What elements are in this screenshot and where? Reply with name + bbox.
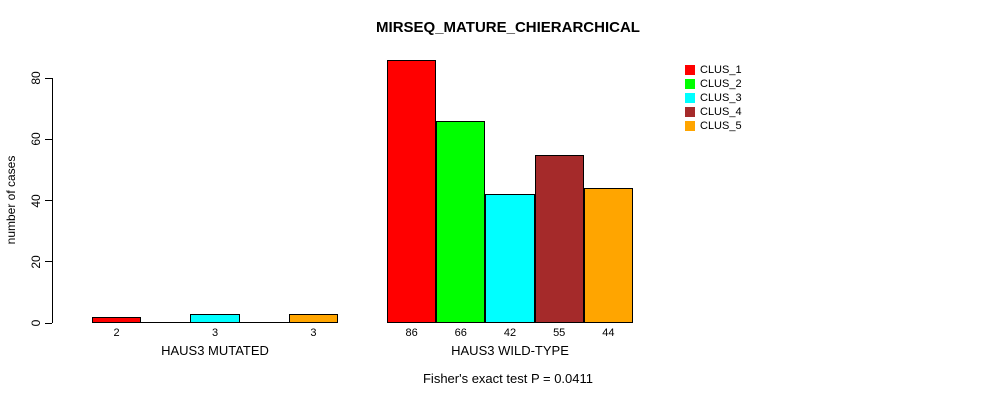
zero-bar-clus_4-group1 [239,322,289,323]
bar-clus_3-group2 [485,194,535,323]
fisher-test-annotation: Fisher's exact test P = 0.0411 [422,371,593,386]
bar-clus_5-group1 [288,313,338,323]
legend-label: CLUS_3 [700,91,742,104]
legend-swatch-clus_5 [685,121,695,131]
legend-label: CLUS_5 [700,119,742,132]
bar-value-label: 55 [553,327,566,339]
y-tick-label-40: 40 [29,193,43,208]
legend-swatch-clus_1 [685,65,695,75]
bar-clus_5-group2 [583,188,633,323]
legend-label: CLUS_2 [700,77,742,90]
bar-clus_2-group2 [436,120,486,323]
y-tick-40 [45,200,52,201]
bar-clus_1-group1 [92,316,142,323]
legend-label: CLUS_4 [700,105,742,118]
bar-value-label: 3 [310,327,317,339]
y-axis-line [52,78,53,323]
bar-clus_4-group2 [534,154,584,323]
legend: CLUS_1 CLUS_2 CLUS_3 CLUS_4 CLUS_5 [685,63,742,133]
y-tick-60 [45,138,52,140]
y-tick-20 [45,261,52,263]
legend-item-clus_3: CLUS_3 [685,91,742,105]
bar-value-label: 86 [405,327,418,339]
bar-value-label: 2 [113,327,120,339]
legend-swatch-clus_3 [685,93,695,103]
y-tick-label-60: 60 [29,132,43,146]
bar-value-label: 42 [503,327,517,339]
zero-bar-clus_2-group1 [141,322,191,323]
bar-clus_1-group2 [387,59,437,323]
legend-swatch-clus_4 [685,107,695,117]
bar-value-label: 66 [454,327,467,339]
y-axis-label: number of cases [4,155,18,245]
bar-value-label: 3 [211,327,219,339]
y-tick-80 [45,77,52,79]
y-tick-label-80: 80 [29,71,43,85]
bar-clus_3-group1 [190,313,240,323]
group-label-haus3-wild-type: HAUS3 WILD-TYPE [451,343,569,358]
chart-title: MIRSEQ_MATURE_CHIERARCHICAL [376,19,640,36]
legend-swatch-clus_2 [685,79,695,89]
y-tick-label-20: 20 [29,255,43,269]
bar-value-label: 44 [602,327,615,339]
legend-label: CLUS_1 [700,63,742,76]
y-tick-0 [45,322,52,324]
legend-item-clus_4: CLUS_4 [685,105,742,119]
legend-item-clus_5: CLUS_5 [685,119,742,133]
legend-item-clus_1: CLUS_1 [685,63,742,77]
group-label-haus3-mutated: HAUS3 MUTATED [161,343,269,358]
y-tick-label-0: 0 [29,319,43,327]
legend-item-clus_2: CLUS_2 [685,77,742,91]
